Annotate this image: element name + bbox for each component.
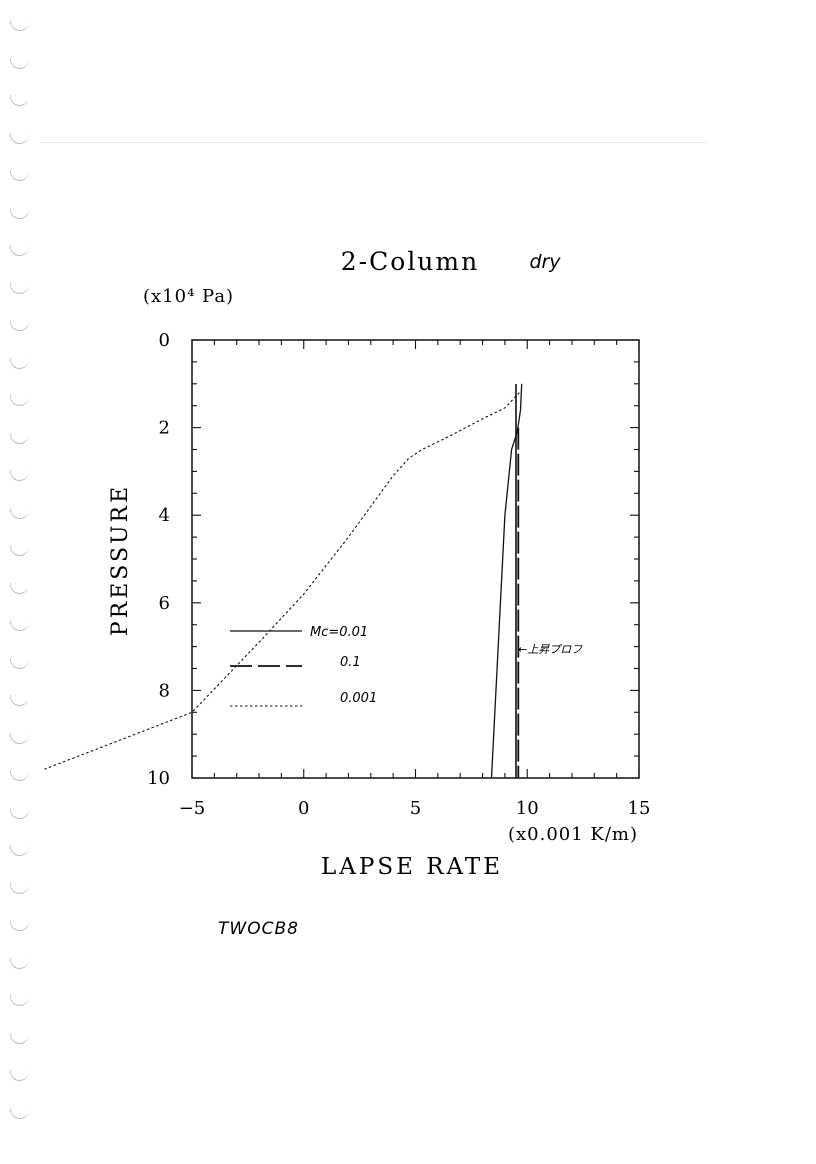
binding-hole [10,770,29,781]
series-lines [44,383,523,779]
binding-hole [10,845,29,856]
x-tick-label: −5 [179,798,206,819]
binding-hole [10,657,29,669]
x-tick-label: 5 [410,798,421,819]
footer-code: TWOCB8 [218,919,299,939]
binding-hole [10,620,29,631]
y-axis-label: PRESSURE [108,484,133,636]
series-line-0-001 [44,392,520,770]
y-tick-label: 8 [159,680,170,701]
binding-hole [10,320,29,331]
binding-hole [10,695,29,706]
binding-hole [10,545,29,556]
binding-hole [10,95,29,106]
legend-label: 0.1 [340,655,361,670]
binding-hole [10,57,29,69]
binding-hole [10,245,29,256]
legend-label: 0.001 [340,691,377,706]
x-axis-label: LAPSE RATE [321,854,503,880]
legend-label: Mc=0.01 [310,625,368,640]
y-tick-label: 4 [159,505,170,526]
binding-hole [10,582,29,594]
binding-hole [10,432,29,444]
binding-hole [10,357,29,369]
binding-hole [10,395,29,406]
binding-hole [10,1032,29,1044]
binding-hole [10,1107,29,1119]
binding-hole [10,957,29,969]
x-tick-label: 15 [628,798,651,819]
x-tick-label: 0 [298,798,309,819]
plot-frame [191,339,640,779]
binding-hole [10,507,29,519]
title-annotation: dry [529,251,561,273]
binding-hole [10,882,29,894]
binding-hole [10,470,29,481]
axis-ticks [191,339,640,779]
page-edge [40,142,706,143]
series-line-mc-0-01 [490,383,523,779]
x-tick-label: 10 [516,798,539,819]
curve-annotation: ←上昇プロフ [518,643,583,656]
x-tick-labels: −5 0 5 10 15 [179,798,651,819]
x-unit-label: (x0.001 K/m) [508,824,638,845]
y-tick-label: 6 [159,593,170,614]
y-tick-label: 10 [147,768,170,789]
binding-holes [6,20,36,1140]
binding-hole [10,995,29,1006]
binding-hole [10,170,29,181]
binding-hole [10,920,29,931]
legend: Mc=0.01 0.1 0.001 [230,625,377,707]
y-tick-labels: 0 2 4 6 8 10 [147,330,170,789]
binding-hole [10,20,29,31]
binding-hole [10,807,29,819]
y-tick-label: 0 [159,330,170,351]
y-tick-label: 2 [159,418,170,439]
y-unit-label: (x10⁴ Pa) [143,286,234,307]
binding-hole [10,207,29,219]
chart-title: 2-Column [341,247,479,276]
binding-hole [10,282,29,294]
binding-hole [10,132,29,144]
binding-hole [10,1070,29,1081]
binding-hole [10,732,29,744]
